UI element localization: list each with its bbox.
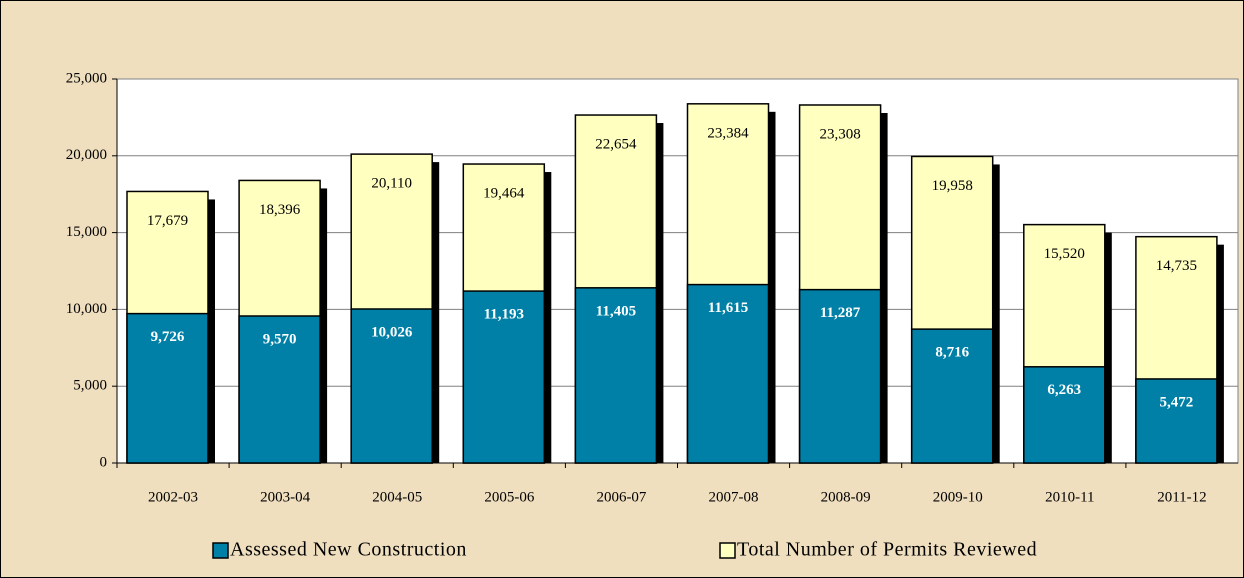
x-tick-label: 2008-09 — [821, 489, 871, 505]
x-tick-label: 2009-10 — [933, 489, 983, 505]
x-tick-label: 2004-05 — [372, 489, 422, 505]
value-label-inner: 6,263 — [1047, 382, 1081, 398]
bar — [126, 312, 209, 464]
value-label: 14,735 — [1156, 258, 1197, 274]
bar — [1135, 378, 1218, 464]
y-tick-label: 10,000 — [66, 301, 107, 317]
legend-swatch — [719, 542, 736, 559]
legend-label: Assessed New Construction — [230, 539, 467, 561]
value-label-inner: 9,570 — [263, 331, 297, 347]
value-label-inner: 9,726 — [151, 329, 185, 345]
value-label: 23,308 — [819, 126, 860, 142]
x-tick-label: 2007-08 — [709, 489, 759, 505]
x-tick-label: 2005-06 — [484, 489, 534, 505]
value-label: 18,396 — [259, 202, 301, 218]
value-label-inner: 5,472 — [1160, 394, 1194, 410]
value-label-inner: 11,193 — [484, 307, 524, 323]
value-label-inner: 8,716 — [935, 345, 969, 361]
value-label: 20,110 — [371, 176, 412, 192]
value-label: 19,958 — [932, 178, 973, 194]
y-tick-label: 5,000 — [73, 378, 107, 394]
bar — [350, 308, 433, 464]
y-tick-label: 25,000 — [66, 70, 107, 86]
value-label: 19,464 — [483, 185, 525, 201]
x-tick-label: 2011-12 — [1157, 489, 1206, 505]
bar — [910, 328, 994, 464]
bar — [686, 283, 770, 464]
value-label-inner: 11,287 — [820, 305, 861, 321]
x-tick-label: 2003-04 — [260, 489, 310, 505]
y-tick-label: 0 — [100, 454, 108, 470]
x-tick-label: 2002-03 — [148, 489, 198, 505]
bar — [1023, 366, 1106, 464]
value-label: 15,520 — [1044, 246, 1085, 262]
value-label-inner: 11,405 — [596, 303, 636, 319]
y-tick-label: 15,000 — [66, 224, 107, 240]
value-label-inner: 10,026 — [371, 324, 413, 340]
bar — [574, 287, 658, 464]
value-label-inner: 11,615 — [708, 300, 748, 316]
x-tick-label: 2010-11 — [1045, 489, 1094, 505]
legend-label: Total Number of Permits Reviewed — [737, 539, 1037, 561]
legend-swatch — [212, 542, 229, 559]
value-label: 22,654 — [595, 136, 637, 152]
value-label: 23,384 — [707, 125, 749, 141]
value-label: 17,679 — [147, 213, 188, 229]
y-tick-label: 20,000 — [66, 147, 107, 163]
x-tick-label: 2006-07 — [596, 489, 646, 505]
